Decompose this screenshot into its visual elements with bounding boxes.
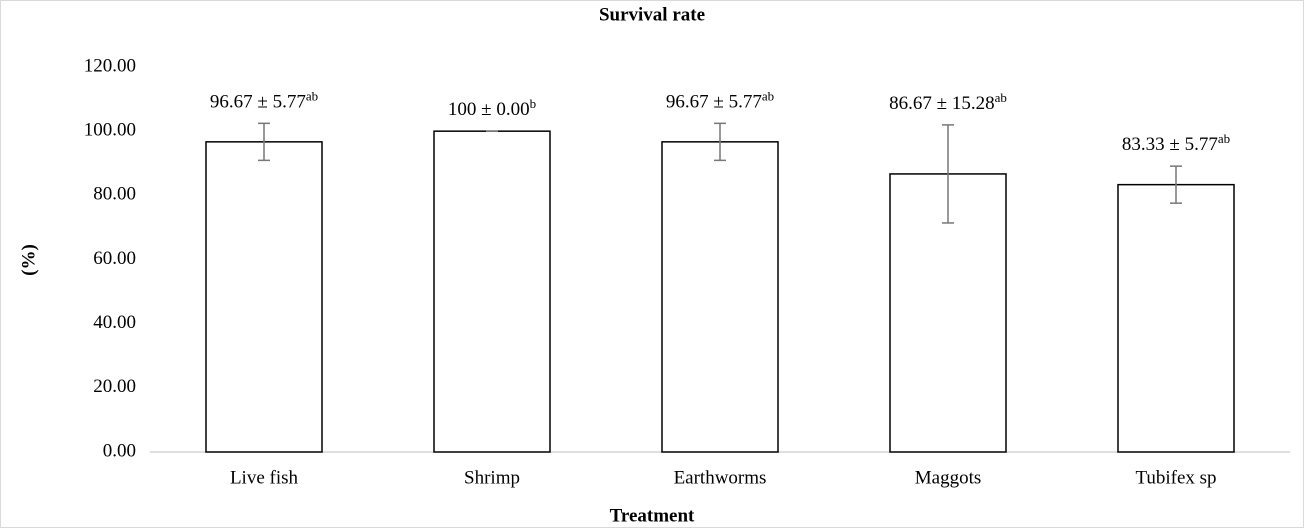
error-bar <box>942 124 954 224</box>
data-label: 96.67 ± 5.77ab <box>210 88 318 112</box>
x-axis-label: Treatment <box>610 505 695 526</box>
y-tick-label: 0.00 <box>103 440 136 461</box>
chart-title: Survival rate <box>599 4 705 25</box>
significance-letter: ab <box>762 88 774 103</box>
bar <box>1117 183 1235 453</box>
y-tick-label: 20.00 <box>93 376 136 397</box>
significance-letter: ab <box>995 90 1007 105</box>
bar <box>205 141 323 453</box>
y-axis-label: (%) <box>18 244 39 276</box>
significance-letter: ab <box>1218 131 1230 146</box>
y-tick-label: 80.00 <box>93 184 136 205</box>
data-label-value: 96.67 ± 5.77 <box>666 92 762 113</box>
data-label: 86.67 ± 15.28ab <box>889 90 1007 114</box>
data-label-value: 100 ± 0.00 <box>448 100 530 121</box>
significance-letter: b <box>530 96 537 111</box>
y-tick-label: 40.00 <box>93 312 136 333</box>
data-label: 100 ± 0.00b <box>448 96 536 120</box>
data-label: 96.67 ± 5.77ab <box>666 88 774 112</box>
x-tick-label: Tubifex sp <box>1135 467 1216 488</box>
x-tick-label: Earthworms <box>674 467 767 488</box>
y-tick-label: 100.00 <box>84 120 136 141</box>
data-label-value: 96.67 ± 5.77 <box>210 92 306 113</box>
data-label: 83.33 ± 5.77ab <box>1122 131 1230 155</box>
data-label-value: 83.33 ± 5.77 <box>1122 134 1218 155</box>
y-tick-label: 120.00 <box>84 55 136 76</box>
significance-letter: ab <box>306 88 318 103</box>
error-bar <box>1170 165 1182 204</box>
x-tick-label: Live fish <box>230 467 299 488</box>
x-tick-label: Shrimp <box>464 467 520 488</box>
bar <box>433 130 551 453</box>
error-bar <box>714 122 726 162</box>
bar <box>661 141 779 453</box>
y-tick-label: 60.00 <box>93 248 136 269</box>
data-label-value: 86.67 ± 15.28 <box>889 93 994 114</box>
error-bar <box>258 122 270 162</box>
x-tick-label: Maggots <box>915 467 982 488</box>
